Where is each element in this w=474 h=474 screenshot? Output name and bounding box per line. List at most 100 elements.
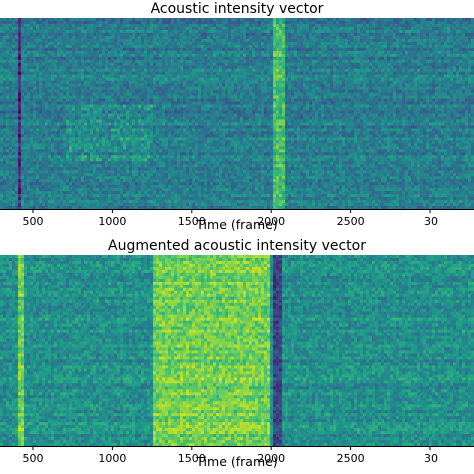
heatmap-cell: [177, 149, 181, 153]
heatmap-cell: [180, 140, 184, 144]
heatmap-cell: [87, 191, 91, 195]
heatmap-cell: [198, 176, 202, 180]
heatmap-cell: [201, 134, 205, 138]
heatmap-cell: [207, 26, 211, 31]
heatmap-cell: [60, 176, 64, 180]
heatmap-cell: [36, 125, 40, 129]
heatmap-cell: [198, 122, 202, 126]
heatmap-cell: [15, 119, 19, 123]
heatmap-cell: [216, 26, 220, 31]
heatmap-cell: [189, 26, 193, 31]
heatmap-cell: [210, 128, 214, 132]
heatmap-cell: [15, 47, 19, 52]
heatmap-cell: [84, 77, 88, 82]
heatmap-cell: [120, 80, 124, 85]
heatmap-cell: [129, 110, 133, 114]
heatmap-cell: [99, 74, 103, 79]
heatmap-cell: [126, 143, 130, 147]
heatmap-cell: [189, 146, 193, 150]
heatmap-cell: [84, 188, 88, 192]
heatmap-cell: [81, 104, 85, 108]
heatmap-cell: [180, 65, 184, 70]
heatmap-cell: [0, 185, 4, 189]
heatmap-cell: [144, 149, 148, 153]
heatmap-cell: [201, 59, 205, 64]
heatmap-cell: [57, 161, 61, 165]
heatmap-cell: [150, 92, 154, 96]
heatmap-cell: [12, 80, 16, 85]
heatmap-cell: [141, 92, 145, 96]
heatmap-cell: [132, 20, 136, 25]
heatmap-cell: [162, 125, 166, 129]
heatmap-cell: [45, 119, 49, 123]
heatmap-cell: [27, 77, 31, 82]
heatmap-cell: [159, 203, 163, 207]
heatmap-cell: [210, 32, 214, 37]
heatmap-cell: [216, 50, 220, 55]
heatmap-cell: [222, 53, 226, 58]
heatmap-cell: [57, 65, 61, 70]
heatmap-cell: [117, 29, 121, 34]
heatmap-cell: [102, 164, 106, 168]
heatmap-cell: [117, 206, 121, 209]
heatmap-cell: [216, 185, 220, 189]
heatmap-cell: [138, 95, 142, 99]
heatmap-cell: [192, 80, 196, 85]
heatmap-cell: [15, 71, 19, 76]
heatmap-cell: [201, 104, 205, 108]
heatmap-cell: [228, 59, 232, 64]
heatmap-cell: [219, 26, 223, 31]
heatmap-cell: [54, 158, 58, 162]
heatmap-cell: [6, 26, 10, 31]
heatmap-cell: [84, 20, 88, 25]
heatmap-cell: [153, 32, 157, 37]
heatmap-cell: [216, 80, 220, 85]
heatmap-cell: [189, 71, 193, 76]
heatmap-cell: [30, 113, 34, 117]
heatmap-cell: [15, 32, 19, 37]
heatmap-cell: [42, 188, 46, 192]
heatmap-cell: [168, 128, 172, 132]
heatmap-cell: [126, 191, 130, 195]
heatmap-cell: [0, 65, 4, 70]
heatmap-cell: [123, 182, 127, 186]
heatmap-cell: [39, 200, 43, 204]
heatmap-cell: [210, 56, 214, 61]
heatmap-cell: [144, 128, 148, 132]
heatmap-cell: [18, 149, 22, 153]
heatmap-cell: [90, 29, 94, 34]
heatmap-cell: [129, 158, 133, 162]
heatmap-cell: [213, 83, 217, 88]
heatmap-cell: [45, 38, 49, 43]
heatmap-cell: [222, 59, 226, 64]
heatmap-cell: [147, 134, 151, 138]
heatmap-cell: [39, 131, 43, 135]
heatmap-cell: [114, 191, 118, 195]
heatmap-cell: [54, 200, 58, 204]
heatmap-cell: [84, 50, 88, 55]
heatmap-cell: [192, 200, 196, 204]
heatmap-cell: [186, 92, 190, 96]
heatmap-cell: [189, 77, 193, 82]
heatmap-cell: [207, 194, 211, 198]
heatmap-cell: [186, 65, 190, 70]
heatmap-cell: [213, 62, 217, 67]
heatmap-cell: [114, 35, 118, 40]
heatmap-cell: [75, 128, 79, 132]
heatmap-cell: [159, 143, 163, 147]
heatmap-cell: [84, 65, 88, 70]
heatmap-cell: [72, 92, 76, 96]
heatmap-cell: [9, 197, 13, 201]
heatmap-cell: [141, 107, 145, 111]
heatmap-cell: [153, 80, 157, 85]
heatmap-cell: [81, 71, 85, 76]
heatmap-cell: [102, 44, 106, 49]
heatmap-cell: [57, 200, 61, 204]
heatmap-cell: [132, 125, 136, 129]
heatmap-cell: [186, 176, 190, 180]
heatmap-cell: [192, 23, 196, 28]
heatmap-cell: [36, 20, 40, 25]
heatmap-cell: [201, 164, 205, 168]
heatmap-cell: [171, 191, 175, 195]
heatmap-cell: [231, 206, 235, 209]
